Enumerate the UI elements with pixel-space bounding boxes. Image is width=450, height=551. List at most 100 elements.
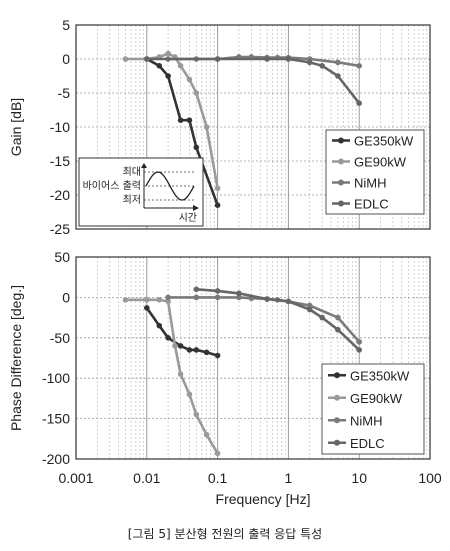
data-point-edlc [264,296,270,302]
y-tick-label: 50 [54,249,70,265]
data-point-ge350kw [186,347,193,353]
data-point-ge350kw [203,349,210,356]
inset-frame [78,157,204,227]
data-point-ge350kw [156,63,163,69]
data-point-ge90kw [165,50,171,57]
legend-swatch-marker [338,200,344,207]
legend-swatch-marker [338,137,344,144]
data-point-edlc [285,56,292,62]
x-tick-label: 100 [418,470,442,486]
legend-swatch-marker [334,372,340,379]
data-point-ge90kw [186,76,193,83]
data-point-edlc [356,100,363,106]
data-point-nimh [165,294,171,301]
data-point-edlc [306,59,313,66]
x-tick-label: 1 [285,470,293,486]
data-point-ge350kw [214,352,221,359]
data-point-ge350kw [165,335,171,341]
y-tick-label: -15 [50,153,70,169]
data-point-edlc [319,314,325,321]
y-tick-label: -100 [42,370,70,386]
data-point-nimh [335,59,341,66]
data-point-edlc [193,286,200,293]
inset-arrow-up-icon [141,163,147,168]
legend-swatch-marker [334,439,340,446]
data-point-nimh [356,339,363,345]
data-point-ge350kw [156,322,163,329]
y-axis-title: Phase Difference [deg.] [8,285,24,431]
data-point-edlc [306,306,313,313]
legend-swatch-marker [334,394,340,401]
y-tick-label: -25 [50,221,70,237]
legend-label: NiMH [354,176,387,191]
gain-chart-panel: 5 0 -5 -10 -15 -20 -25 Gain [dB] GE350kW GE90kW Ni… [8,17,431,237]
data-point-nimh [214,294,221,301]
data-point-edlc [319,63,325,69]
data-point-nimh [236,294,242,301]
data-point-ge90kw [165,298,171,305]
x-tick-label: 10 [351,470,367,486]
data-point-ge90kw [172,343,178,349]
inset-sine-wave [145,171,195,201]
legend-box [321,363,425,455]
legend-label: GE90kW [354,155,407,170]
data-point-ge350kw [144,305,150,311]
data-point-nimh [193,294,200,301]
y-tick-label: -10 [50,119,70,135]
data-point-edlc [214,288,221,294]
series-line-edlc [146,57,361,105]
data-point-ge90kw [177,63,184,69]
inset-time-label: 시간 [179,212,197,224]
data-point-ge90kw [193,411,200,418]
legend-label: GE90kW [350,391,403,406]
data-point-edlc [264,56,270,62]
figure-caption: [그림 5] 분산형 전원의 출력 응답 특성 [128,527,322,541]
data-point-ge350kw [186,117,193,123]
data-point-ge90kw [186,391,193,398]
data-point-nimh [306,302,313,309]
data-point-edlc [335,73,341,79]
inset-max-label: 최대 [123,166,141,178]
legend-label: EDLC [354,197,389,212]
legend-label: GE350kW [350,368,410,383]
data-point-edlc [144,56,150,62]
data-point-nimh [356,63,363,69]
legend-box [325,129,425,215]
data-point-edlc [214,56,221,62]
data-point-ge90kw [203,431,210,438]
legend-label: EDLC [350,436,385,451]
data-point-ge90kw [203,124,210,130]
data-point-ge350kw [177,343,184,349]
plot-frame [75,256,431,460]
data-point-ge90kw [144,297,150,303]
inset-min-label: 최저 [123,194,141,206]
y-axis-title: Gain [dB] [8,98,24,156]
series-line-ge90kw [125,298,219,454]
data-point-ge90kw [214,185,221,191]
data-point-edlc [356,347,363,353]
data-point-ge350kw [177,117,184,123]
data-point-nimh [335,314,341,321]
legend-swatch-marker [338,158,344,165]
y-tick-label: 0 [62,289,70,305]
data-point-ge350kw [165,73,171,79]
x-axis-title: Frequency [Hz] [216,491,311,507]
data-point-edlc [236,290,242,297]
x-tick-label: 0.1 [208,470,228,486]
y-tick-label: -50 [50,330,70,346]
legend-label: GE350kW [354,134,414,149]
data-point-ge350kw [193,144,200,151]
legend-swatch-marker [338,179,344,186]
data-point-ge350kw [214,202,221,208]
y-tick-label: -150 [42,411,70,427]
legend-swatch-marker [334,417,340,424]
plot-frame [75,24,431,230]
data-point-ge90kw [122,56,129,62]
x-tick-label: 0.001 [58,470,93,486]
data-point-ge350kw [193,347,200,353]
inset-arrow-right-icon [193,205,199,211]
phase-chart-panel: 50 0 -50 -100 -150 -200 0.001 0.01 0.1 1 10 100 Freq… [8,249,442,507]
y-tick-label: -200 [42,451,70,467]
